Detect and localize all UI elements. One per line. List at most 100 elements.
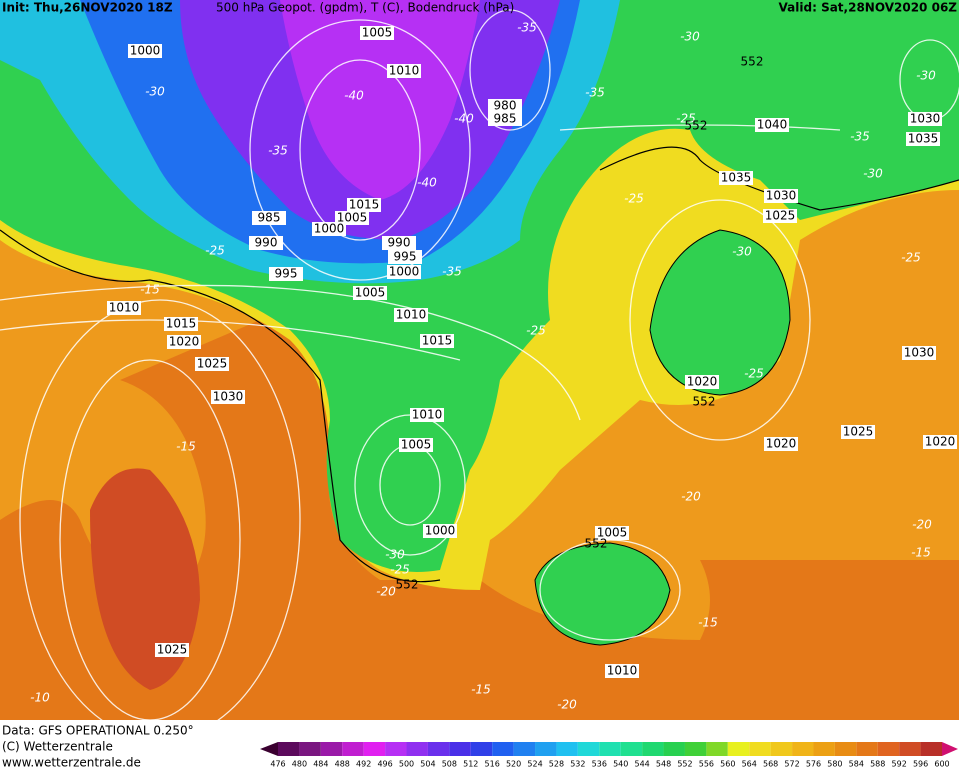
temperature-label: -40: [417, 176, 437, 190]
colorbar-swatch: [556, 742, 578, 756]
isobar-label: 985: [494, 112, 517, 126]
website: www.wetterzentrale.de: [2, 756, 141, 770]
colorbar-swatch: [406, 742, 428, 756]
isobar-label: 1005: [362, 26, 393, 40]
colorbar-arrow: [260, 742, 278, 756]
isobar-label: 1025: [157, 643, 188, 657]
colorbar-tick-label: 600: [934, 760, 949, 769]
isobar-label-box: [360, 26, 394, 40]
isobar-label: 1000: [389, 265, 420, 279]
isobar-label: 1010: [109, 301, 140, 315]
isobar-label-box: [387, 265, 421, 279]
isobar-label: 1035: [721, 171, 752, 185]
isobar-label-box: [269, 267, 303, 281]
temperature-label: -35: [517, 21, 537, 35]
temperature-label: -25: [624, 192, 644, 206]
colorbar-tick-label: 488: [335, 760, 350, 769]
temperature-label: -15: [140, 283, 160, 297]
colorbar-swatch: [727, 742, 750, 756]
temperature-label: -20: [681, 490, 701, 504]
temperature-label: -35: [850, 130, 870, 144]
copyright: (C) Wetterzentrale: [2, 740, 113, 754]
colorbar-swatch: [385, 742, 407, 756]
temperature-label: -25: [744, 367, 764, 381]
isobar-label: 1005: [355, 286, 386, 300]
colorbar-tick-label: 484: [313, 760, 328, 769]
isobar-label: 1010: [412, 408, 443, 422]
isobar-label-box: [312, 222, 346, 236]
temperature-label: -20: [557, 698, 577, 712]
isobar-label-box: [399, 438, 433, 452]
isobar-label-box: [923, 435, 957, 449]
colorbar-swatch: [470, 742, 493, 756]
colorbar-tick-label: 524: [527, 760, 542, 769]
colorbar-tick-label: 500: [399, 760, 414, 769]
colorbar-tick-label: 556: [699, 760, 714, 769]
isobar-label: 1015: [349, 198, 380, 212]
colorbar-tick-label: 580: [827, 760, 842, 769]
isobar-label: 1030: [766, 189, 797, 203]
isobar-label-box: [763, 209, 797, 223]
isobar-label: 1025: [843, 425, 874, 439]
isobar-label: 1000: [314, 222, 345, 236]
colorbar-swatch: [299, 742, 321, 756]
temperature-label: -15: [911, 546, 931, 560]
colorbar-swatch: [877, 742, 900, 756]
geopotential-label: 552: [685, 119, 708, 133]
isobar-label: 1010: [607, 664, 638, 678]
map-field: [0, 0, 959, 720]
isobar-label: 1015: [422, 334, 453, 348]
isobar-label: 1005: [337, 211, 368, 225]
isobar-label-box: [128, 44, 162, 58]
temperature-label: -35: [442, 265, 462, 279]
temperature-label: -35: [585, 86, 605, 100]
temperature-label: -15: [471, 683, 491, 697]
isobar-label-box: [347, 198, 381, 212]
isobar-label-box: [764, 437, 798, 451]
colorbar-tick-label: 480: [292, 760, 307, 769]
colorbar-swatch: [577, 742, 600, 756]
colorbar-tick-label: 544: [634, 760, 649, 769]
colorbar: 476 480 484 488 492 496 500 504 508 512 516 520 524 5…: [260, 742, 958, 769]
isobar-label-box: [167, 335, 201, 349]
isobar-label-box: [353, 286, 387, 300]
isobar-label-box: [164, 317, 198, 331]
isobar-label-box: [488, 99, 522, 113]
isobar-label: 1035: [908, 132, 939, 146]
isobar-label-box: [388, 250, 422, 264]
temperature-label: -25: [390, 563, 410, 577]
colorbar-swatch: [920, 742, 942, 756]
isobar-label-box: [155, 643, 189, 657]
isobar-label-box: [764, 189, 798, 203]
colorbar-swatch: [642, 742, 664, 756]
colorbar-arrow: [942, 742, 958, 756]
isobar-label-box: [410, 408, 444, 422]
isobar-label: 1000: [130, 44, 161, 58]
colorbar-tick-label: 568: [763, 760, 778, 769]
isobar-label: 1020: [169, 335, 200, 349]
temperature-label: -20: [376, 585, 396, 599]
colorbar-swatch: [427, 742, 450, 756]
isobar-label: 1025: [197, 357, 228, 371]
isobar-label-box: [841, 425, 875, 439]
colorbar-tick-label: 592: [892, 760, 907, 769]
colorbar-tick-label: 572: [784, 760, 799, 769]
isobar-label-box: [908, 112, 942, 126]
isobar-label-box: [423, 524, 457, 538]
colorbar-swatch: [834, 742, 857, 756]
isobar-label-box: [252, 211, 286, 225]
isobar-label: 1010: [396, 308, 427, 322]
isobar-label: 990: [388, 236, 411, 250]
colorbar-swatch: [813, 742, 835, 756]
isobar-label: 1005: [597, 526, 628, 540]
colorbar-swatch: [449, 742, 471, 756]
colorbar-tick-label: 504: [420, 760, 435, 769]
isobar-label-box: [755, 118, 789, 132]
colorbar-tick-label: 520: [506, 760, 521, 769]
colorbar-tick-label: 532: [570, 760, 585, 769]
colorbar-swatch: [363, 742, 386, 756]
isobar-label: 1030: [910, 112, 941, 126]
isobar-label: 1020: [925, 435, 956, 449]
geopotential-label: 552: [741, 55, 764, 69]
